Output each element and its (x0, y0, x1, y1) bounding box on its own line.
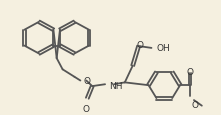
Text: O: O (83, 76, 90, 85)
Text: NH: NH (109, 81, 122, 90)
Text: OH: OH (156, 44, 170, 53)
Text: O: O (187, 68, 194, 77)
Text: O: O (136, 41, 143, 50)
Text: O: O (83, 104, 90, 113)
Text: O: O (192, 100, 199, 109)
